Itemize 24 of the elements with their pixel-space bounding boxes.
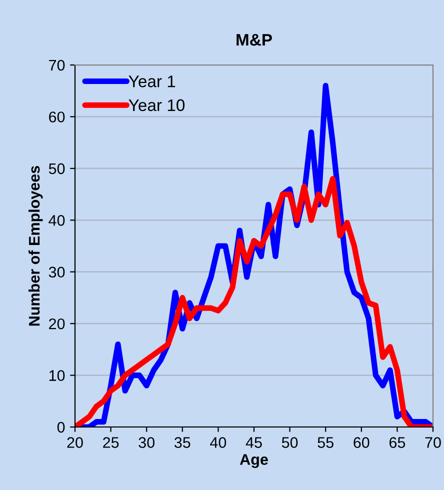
y-tick-label: 70 [49,60,65,71]
y-tick-label: 50 [48,163,65,174]
y-tick-label: 40 [48,215,65,226]
y-tick-label: 20 [49,318,65,330]
x-tick-label: 35 [174,437,190,448]
x-tick-label: 20 [67,437,83,448]
x-tick-label: 25 [103,437,119,448]
chart-title: M&P [236,34,272,46]
x-tick-label: 65 [389,437,406,448]
legend-label: Year 1 [128,76,176,88]
x-tick-label: 55 [318,437,334,448]
y-tick-label: 30 [48,266,65,278]
x-tick-label: 50 [282,437,298,448]
legend-label: Year 10 [128,99,185,112]
x-tick-label: 70 [425,437,441,448]
y-axis-title: Number of Employees [28,166,43,326]
x-tick-label: 40 [210,437,226,448]
y-tick-label: 0 [57,422,65,433]
x-tick-label: 45 [246,437,262,448]
y-tick-label: 10 [49,370,65,381]
x-tick-label: 30 [138,437,154,448]
x-axis-title: Age [240,454,268,468]
x-tick-label: 60 [354,437,370,448]
y-tick-label: 60 [49,112,65,122]
